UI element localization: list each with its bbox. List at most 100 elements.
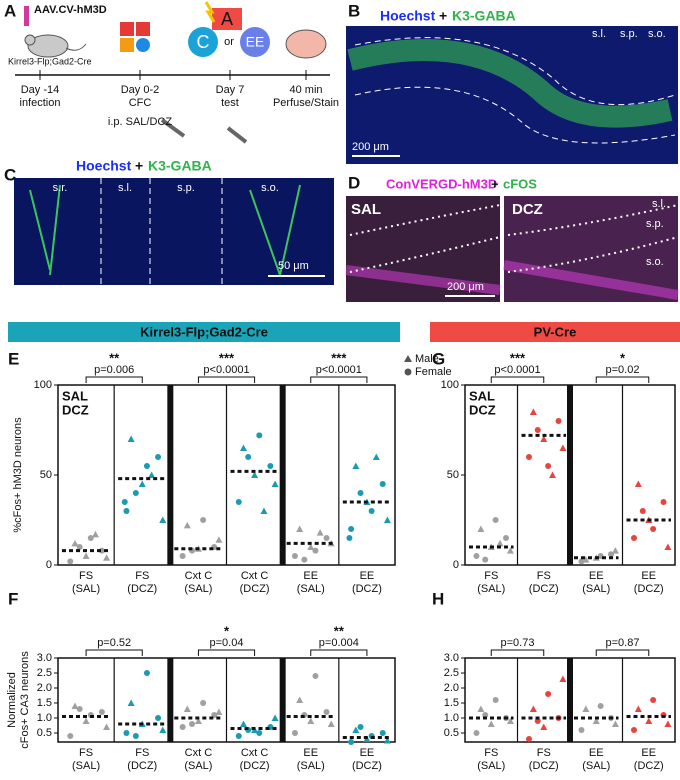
data-point [634, 705, 642, 712]
x-tick-label: EE [641, 570, 656, 582]
virus: AAV.CV-hM3D [34, 4, 107, 16]
data-point [235, 499, 242, 505]
y-tick-label: 100 [441, 379, 459, 391]
x-tick-sublabel: (DCZ) [127, 583, 157, 595]
data-point [545, 463, 552, 469]
y-tick-label: 1.0 [37, 712, 52, 724]
banner-text: Kirrel3-Flp;Gad2-Cre [140, 324, 268, 339]
layer: s.p. [177, 182, 195, 194]
x-tick-label: Cxt C [241, 570, 269, 582]
data-point [559, 444, 567, 451]
data-point [582, 556, 590, 563]
data-point [630, 535, 637, 541]
data-point [179, 724, 186, 730]
x-tick-sublabel: (DCZ) [127, 760, 157, 772]
data-point [132, 733, 139, 739]
significance: * [620, 350, 626, 365]
y-axis-label: cFos+ CA3 neurons [19, 651, 31, 749]
comparison-bracket [85, 649, 143, 656]
data-point [503, 535, 510, 541]
data-point [76, 706, 83, 712]
panel-label: E [8, 349, 19, 368]
condition: DCZ [512, 201, 543, 218]
injection: i.p. SAL/DCZ [108, 116, 172, 128]
context: A [221, 9, 233, 29]
step-event: CFC [129, 97, 152, 109]
y-tick-label: 3.0 [37, 652, 52, 664]
context: EE [246, 34, 265, 50]
comparison-bracket [595, 376, 650, 383]
significance: *** [331, 350, 347, 365]
data-point [357, 490, 364, 496]
stain: Hoechst [76, 158, 132, 174]
layer: s.p. [646, 218, 664, 230]
data-point [215, 536, 223, 543]
data-point [235, 733, 242, 739]
step-event: Perfuse/Stain [273, 97, 339, 109]
x-tick-label: Cxt C [185, 747, 213, 759]
data-point [82, 717, 90, 724]
comparison-bracket [595, 649, 650, 656]
p-value: p=0.87 [606, 637, 640, 649]
x-tick-sublabel: (SAL) [184, 760, 212, 772]
y-axis-label: Normalized [6, 672, 18, 728]
data-point [312, 547, 319, 554]
pair-separator [567, 658, 573, 742]
y-tick-label: 1.5 [444, 697, 459, 709]
x-tick-sublabel: (DCZ) [529, 760, 559, 772]
data-point [239, 720, 247, 727]
x-tick-label: EE [360, 747, 375, 759]
data-point [301, 556, 308, 563]
x-tick-label: EE [641, 747, 656, 759]
data-point [555, 418, 562, 424]
data-point [352, 462, 360, 469]
data-point [383, 516, 391, 523]
x-tick-sublabel: (DCZ) [634, 760, 664, 772]
y-tick-label: 0.5 [37, 727, 52, 739]
data-point [473, 730, 480, 736]
data-point [582, 705, 590, 712]
x-tick-sublabel: (SAL) [477, 583, 505, 595]
x-tick-sublabel: (SAL) [582, 583, 610, 595]
data-point [82, 552, 90, 559]
step-day: Day 0-2 [121, 84, 160, 96]
data-point [87, 535, 94, 541]
significance: ** [334, 623, 345, 638]
significance: ** [109, 350, 120, 365]
significance: *** [219, 350, 235, 365]
data-point [506, 717, 514, 724]
data-point [348, 526, 355, 532]
y-tick-label: 50 [40, 469, 52, 481]
x-tick-label: FS [79, 747, 93, 759]
x-tick-label: FS [484, 747, 498, 759]
x-tick-label: EE [360, 570, 375, 582]
data-point [183, 521, 191, 529]
data-point [179, 553, 186, 559]
data-point [271, 480, 279, 487]
data-point [296, 696, 304, 703]
pair-separator [167, 385, 174, 565]
y-tick-label: 2.5 [37, 667, 52, 679]
data-point [540, 723, 548, 730]
data-point [271, 714, 279, 721]
step-day: Day 7 [216, 84, 245, 96]
data-point [383, 737, 391, 744]
y-tick-label: 0 [46, 559, 52, 571]
data-point [357, 724, 364, 730]
layer: s.o. [646, 256, 664, 268]
p-value: p=0.04 [210, 637, 244, 649]
x-tick-label: FS [484, 570, 498, 582]
data-point [256, 730, 263, 736]
plus: + [491, 176, 499, 191]
data-point [611, 547, 619, 554]
data-point [477, 525, 485, 532]
legend-label: Female [415, 366, 452, 378]
x-tick-sublabel: (SAL) [297, 760, 325, 772]
scale-bar: 200 μm [447, 281, 484, 293]
x-tick-label: Cxt C [241, 747, 269, 759]
banner [8, 322, 400, 342]
significance: * [224, 623, 230, 638]
pair-separator [567, 385, 573, 565]
data-point [143, 670, 150, 676]
x-tick-sublabel: (SAL) [72, 583, 100, 595]
